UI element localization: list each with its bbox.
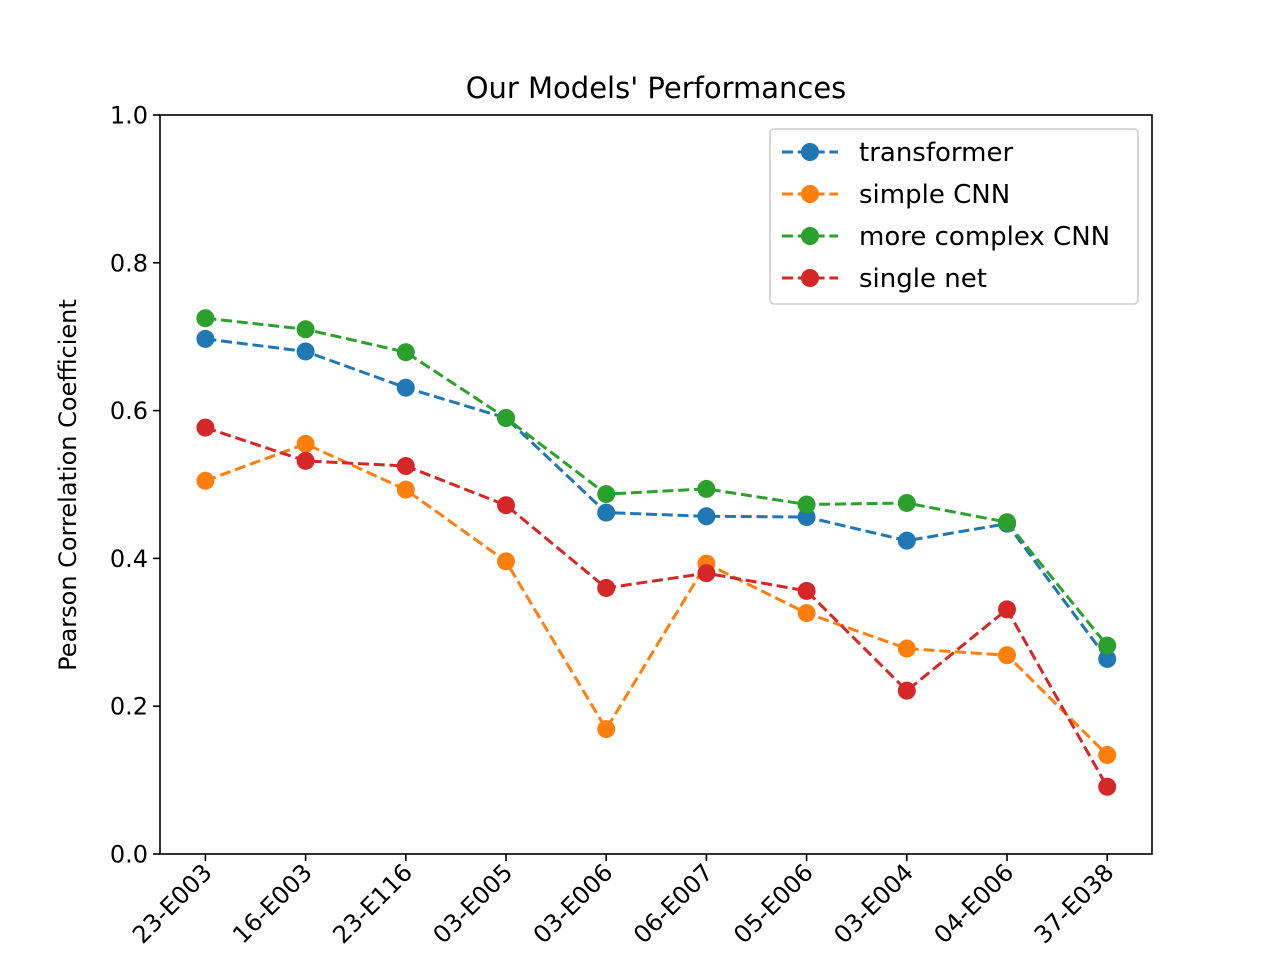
data-point-single-net [897,681,916,700]
y-axis-label: Pearson Correlation Coefficient [54,299,82,671]
data-point-more-complex-cnn [697,479,716,498]
data-point-transformer [697,507,716,526]
y-tick-label: 0.6 [110,397,148,425]
data-point-simple-cnn [597,720,616,739]
data-point-simple-cnn [1098,745,1117,764]
data-point-transformer [1098,649,1117,668]
legend: transformer simple CNN more complex CNN sin… [769,128,1139,305]
data-point-single-net [497,496,515,515]
series-line-transformer [205,337,1109,660]
data-point-transformer [296,342,315,361]
data-point-single-net [196,418,215,437]
data-point-more-complex-cnn [296,320,315,339]
legend-label-simple-cnn: simple CNN [859,180,1010,210]
data-point-simple-cnn [497,552,515,571]
data-point-simple-cnn [897,639,916,658]
data-point-single-net [296,451,315,470]
data-point-single-net [697,564,716,583]
data-point-simple-cnn [196,471,215,490]
data-point-more-complex-cnn [196,309,215,328]
y-tick-label: 0.0 [110,841,148,869]
data-point-transformer [897,531,916,550]
y-tick-label: 0.4 [110,545,148,573]
legend-label-single-net: single net [859,264,987,294]
legend-entries: transformer simple CNN more complex CNN sin… [782,138,1110,294]
series-line-more-complex-cnn [205,316,1109,647]
data-point-more-complex-cnn [897,493,916,512]
chart-title: Our Models' Performances [466,71,847,105]
data-point-more-complex-cnn [396,343,415,362]
data-point-more-complex-cnn [497,408,515,427]
data-point-more-complex-cnn [998,513,1016,532]
data-point-simple-cnn [998,646,1016,665]
y-tick-label: 0.2 [110,693,148,721]
y-tick-label: 1.0 [110,102,148,130]
data-point-single-net [597,578,616,597]
y-tick-label: 0.8 [110,249,148,277]
data-point-simple-cnn [396,480,415,499]
data-point-single-net [998,600,1016,619]
plot-frame [159,114,1153,855]
legend-marker-single-net [801,269,819,287]
data-point-single-net [797,581,816,600]
legend-marker-simple-cnn [801,185,819,203]
legend-label-more-complex-cnn: more complex CNN [859,222,1110,252]
data-point-simple-cnn [296,434,315,453]
legend-marker-transformer [801,143,819,161]
series-line-simple-cnn [204,442,1109,757]
legend-box [769,128,1139,305]
data-point-transformer [597,503,616,522]
data-point-transformer [797,508,816,527]
data-point-single-net [396,457,415,476]
data-point-single-net [1098,777,1117,796]
data-point-more-complex-cnn [597,485,616,504]
data-point-simple-cnn [797,604,816,623]
data-point-transformer [196,329,215,348]
legend-marker-more-complex-cnn [801,227,819,245]
series-layer [196,309,1117,796]
y-ticks: 0.0 0.2 0.4 0.6 0.8 1.0 [110,102,160,869]
data-point-more-complex-cnn [797,495,816,514]
data-point-more-complex-cnn [1098,636,1117,655]
legend-label-transformer: transformer [859,138,1013,168]
series-line-single-net [204,426,1109,788]
data-point-transformer [396,378,415,397]
